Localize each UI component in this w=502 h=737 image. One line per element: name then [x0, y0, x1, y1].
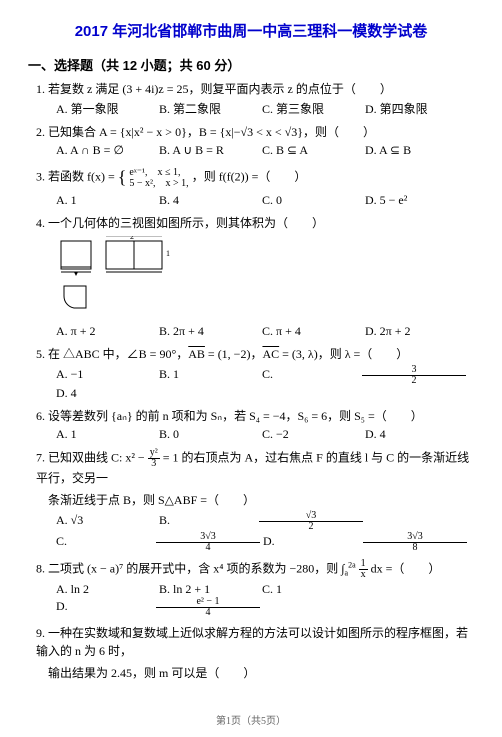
q7-A: A. √3 [56, 513, 156, 528]
q5-stem: 5. 在 △ABC 中，∠B = 90°，AB = (1, −2)，AC = (… [36, 345, 474, 363]
q8-D: D. e² − 14 [56, 597, 260, 618]
q2-options: A. A ∩ B = ∅ B. A ∪ B = R C. B ⊆ A D. A … [56, 143, 474, 158]
q1-options: A. 第一象限 B. 第二象限 C. 第三象限 D. 第四象限 [56, 100, 474, 117]
q8-B: B. ln 2 + 1 [159, 582, 259, 597]
q6-C: C. −2 [262, 427, 362, 442]
q9-stem-2: 输出结果为 2.45，则 m 可以是（ ） [48, 664, 474, 682]
q4-B: B. 2π + 4 [159, 324, 259, 339]
section-heading: 一、选择题（共 12 小题；共 60 分） [28, 55, 474, 74]
q5-B: B. 1 [159, 367, 259, 382]
q4-options: A. π + 2 B. 2π + 4 C. π + 4 D. 2π + 2 [56, 324, 474, 339]
q5-A: A. −1 [56, 367, 156, 382]
q3-stem-a: 3. 若函数 f(x) = [36, 169, 118, 183]
q1-A: A. 第一象限 [56, 100, 156, 117]
q7-C: C. 3√34 [56, 532, 260, 553]
q2-B: B. A ∪ B = R [159, 143, 259, 158]
q7-stem-2: 条渐近线于点 B，则 S△ABF =（ ） [48, 491, 474, 509]
page-footer: 第1页（共5页） [28, 712, 474, 727]
q6-A: A. 1 [56, 427, 156, 442]
q4-A: A. π + 2 [56, 324, 156, 339]
q3-C: C. 0 [262, 193, 362, 208]
q8-options: A. ln 2 B. ln 2 + 1 C. 1 D. e² − 14 [56, 582, 474, 618]
q7-stem: 7. 已知双曲线 C: x² − y²3 = 1 的右顶点为 A，过右焦点 F … [36, 448, 474, 487]
q6-options: A. 1 B. 0 C. −2 D. 4 [56, 427, 474, 442]
q6-D: D. 4 [365, 427, 465, 442]
dim-2: 2 [130, 236, 134, 241]
q2-D: D. A ⊆ B [365, 143, 465, 158]
q3-stem: 3. 若函数 f(x) = { eˣ⁻¹, x ≤ 1, 5 − x², x >… [36, 164, 474, 191]
q4-D: D. 2π + 2 [365, 324, 465, 339]
q3-B: B. 4 [159, 193, 259, 208]
q3-D: D. 5 − e² [365, 193, 465, 208]
q4-figure: 2 1 [56, 236, 474, 320]
q5-options: A. −1 B. 1 C. 32 D. 4 [56, 365, 474, 401]
q8-C: C. 1 [262, 582, 362, 597]
q6-stem: 6. 设等差数列 {aₙ} 的前 n 项和为 Sₙ，若 S₄ = −4，S₆ =… [36, 407, 474, 425]
three-view-svg: 2 1 [56, 236, 196, 316]
q1-B: B. 第二象限 [159, 100, 259, 117]
q2-stem: 2. 已知集合 A = {x|x² − x > 0}，B = {x|−√3 < … [36, 123, 474, 141]
q4-C: C. π + 4 [262, 324, 362, 339]
q3-A: A. 1 [56, 193, 156, 208]
q7-B: B. √32 [159, 511, 363, 532]
q4-stem: 4. 一个几何体的三视图如图所示，则其体积为（ ） [36, 214, 474, 232]
q7-D: D. 3√38 [263, 532, 467, 553]
q1-stem: 1. 若复数 z 满足 (3 + 4i)z = 25，则复平面内表示 z 的点位… [36, 80, 474, 98]
q5-C: C. 32 [262, 365, 466, 386]
q6-B: B. 0 [159, 427, 259, 442]
exam-title: 2017 年河北省邯郸市曲周一中高三理科一模数学试卷 [28, 20, 474, 41]
q5-D: D. 4 [56, 386, 156, 401]
q2-C: C. B ⊆ A [262, 143, 362, 158]
q3-piece2: 5 − x², x > 1, [129, 178, 188, 189]
q9-stem-1: 9. 一种在实数域和复数域上近似求解方程的方法可以设计如图所示的程序框图，若输入… [36, 624, 474, 660]
q3-stem-b: ，则 f(f(2)) =（ ） [192, 169, 307, 183]
q1-C: C. 第三象限 [262, 100, 362, 117]
q2-A: A. A ∩ B = ∅ [56, 143, 156, 158]
q3-piece1: eˣ⁻¹, x ≤ 1, [129, 167, 188, 178]
q7-options: A. √3 B. √32 C. 3√34 D. 3√38 [56, 511, 474, 553]
dim-1: 1 [166, 249, 170, 258]
q1-D: D. 第四象限 [365, 100, 465, 117]
q8-stem: 8. 二项式 (x − a)⁷ 的展开式中，含 x⁴ 项的系数为 −280，则 … [36, 559, 474, 580]
q3-options: A. 1 B. 4 C. 0 D. 5 − e² [56, 193, 474, 208]
q8-A: A. ln 2 [56, 582, 156, 597]
